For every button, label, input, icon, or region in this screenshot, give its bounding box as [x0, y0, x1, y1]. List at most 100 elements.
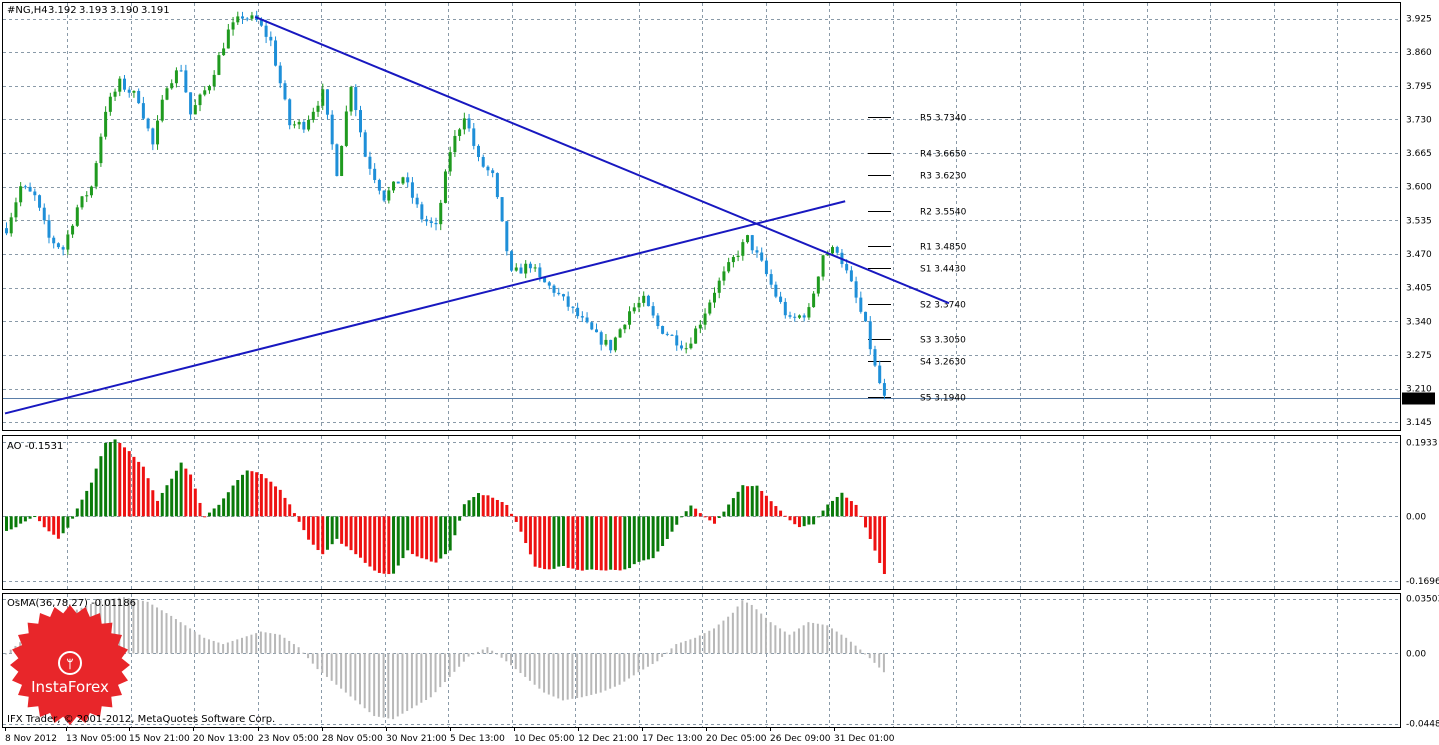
osma-bar — [307, 653, 310, 659]
osma-bar — [165, 613, 168, 654]
ao-bar — [675, 516, 679, 525]
candle-body — [19, 186, 23, 203]
logo-text: InstaForex — [31, 678, 109, 696]
ao-bar — [764, 495, 768, 517]
ao-bar — [47, 516, 51, 532]
ao-bar — [160, 492, 164, 517]
candle-body — [524, 263, 528, 274]
x-tick-label: 26 Dec 09:00 — [770, 734, 831, 744]
ao-bar — [377, 516, 381, 573]
ao-bar — [415, 516, 419, 557]
price-tick-label: 3.275 — [1406, 351, 1432, 361]
osma-bar — [222, 644, 225, 654]
osma-panel-frame — [2, 593, 1401, 728]
osma-bar — [349, 653, 352, 697]
ao-bar — [203, 516, 207, 518]
ao-bar — [410, 516, 414, 555]
ao-bar — [519, 516, 523, 532]
ao-bar — [132, 456, 136, 517]
candle-body — [118, 78, 122, 92]
ao-bar — [212, 508, 216, 517]
candle-body — [859, 297, 863, 312]
osma-bar — [797, 628, 800, 654]
osma-bar — [495, 653, 498, 655]
candle-body — [731, 257, 735, 263]
ao-bar — [19, 516, 23, 524]
candle-body — [410, 182, 414, 198]
candle-body — [231, 22, 235, 30]
osma-bar — [382, 653, 385, 718]
price-tick-label: 3.145 — [1406, 418, 1432, 428]
ao-bar — [835, 496, 839, 517]
ao-bar — [184, 468, 188, 517]
osma-bar — [321, 653, 324, 674]
osma-bar — [774, 625, 777, 654]
y-axis-labels: 3.925 3.860 3.795 3.730 3.665 3.600 3.535 3.470… — [1402, 15, 1439, 730]
x-tick-label: 5 Dec 13:00 — [450, 734, 505, 744]
ao-bar — [571, 516, 575, 569]
osma-bar — [632, 653, 635, 676]
candle-body — [108, 96, 112, 112]
ao-bar — [193, 488, 197, 517]
osma-bar — [661, 653, 664, 657]
candle-body — [623, 324, 627, 330]
candle-body — [481, 156, 485, 167]
osma-bar — [793, 631, 796, 654]
ao-bar — [543, 516, 547, 570]
osma-bar — [241, 637, 243, 654]
candle-body — [628, 311, 632, 325]
candle-body — [543, 277, 547, 283]
osma-bar — [543, 653, 546, 693]
pivot-label-r5: R5 3.7340 — [920, 114, 967, 124]
candle-body — [467, 118, 471, 129]
ao-bar — [401, 516, 405, 559]
current-price-label: 3.191 — [1405, 396, 1431, 406]
ao-bar — [104, 442, 108, 517]
ohlc-low: 3.190 — [110, 5, 139, 16]
ao-bar — [75, 508, 79, 517]
ao-bar — [392, 516, 396, 574]
candle-body — [590, 322, 594, 330]
x-tick-label: 13 Nov 05:00 — [66, 734, 127, 744]
candle-body — [868, 321, 872, 350]
candle-body — [741, 242, 745, 256]
candle-body — [538, 267, 542, 278]
osma-bar — [467, 653, 470, 657]
candle-body — [259, 19, 263, 26]
candle-body — [141, 103, 145, 119]
candle-body — [207, 86, 211, 91]
pivot-label-s3: S3 3.3050 — [920, 336, 966, 346]
ao-bar — [458, 516, 462, 521]
candle-body — [75, 207, 79, 226]
osma-bar — [439, 653, 442, 688]
ao-bar — [510, 513, 514, 517]
ao-bar — [382, 516, 386, 574]
candle-body — [160, 99, 164, 121]
ao-bar — [151, 490, 155, 517]
candle-body — [755, 250, 759, 253]
osma-bar — [590, 653, 593, 695]
osma-bar — [259, 631, 262, 654]
ohlc-open: 3.192 — [48, 5, 77, 16]
price-tick-label: 3.340 — [1406, 317, 1432, 327]
ao-panel-frame — [2, 435, 1401, 590]
candle-body — [448, 152, 452, 172]
candle-body — [217, 55, 221, 75]
ao-bar — [439, 516, 443, 559]
osma-bar — [783, 631, 786, 654]
osma-bar — [5, 653, 7, 655]
ao-bar — [165, 485, 169, 517]
osma-bar — [415, 653, 418, 706]
ao-bar — [741, 485, 745, 517]
osma-bar — [146, 601, 149, 654]
candle-body — [14, 202, 18, 218]
price-tick-label: 3.405 — [1406, 284, 1432, 294]
osma-bar — [750, 604, 753, 654]
ao-bar — [878, 516, 882, 563]
ao-bar — [406, 516, 410, 551]
trendlines — [4, 16, 950, 415]
ao-bar — [325, 516, 329, 550]
osma-bar — [524, 653, 527, 677]
ao-bar — [321, 516, 325, 555]
osma-bar — [609, 653, 612, 689]
